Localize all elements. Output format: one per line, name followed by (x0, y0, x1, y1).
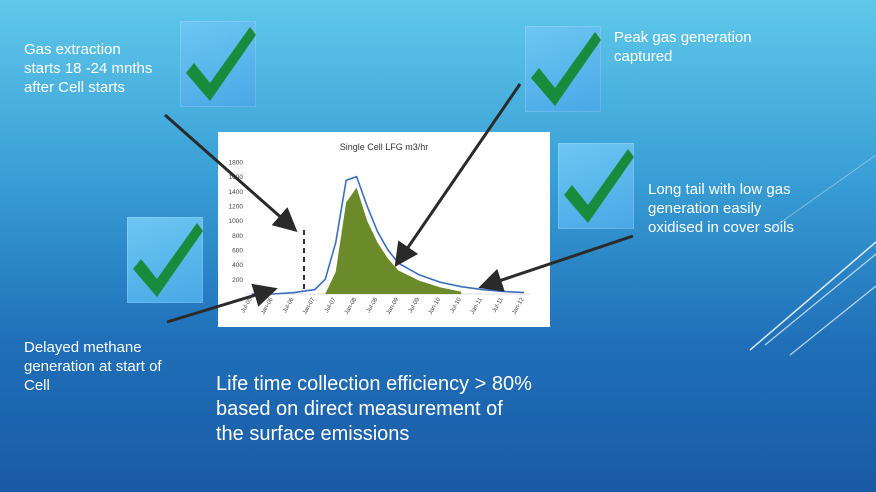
check-icon (186, 27, 256, 101)
arrow-peak (394, 83, 522, 267)
y-tick-label: 200 (232, 277, 243, 284)
y-tick-label: 400 (232, 262, 243, 269)
check-icon (564, 149, 634, 223)
check-tile-3 (558, 143, 634, 229)
captured-gas-area (325, 187, 462, 294)
collection-efficiency-text: Life time collection efficiency > 80% ba… (216, 373, 532, 445)
arrow-extraction (164, 113, 298, 232)
y-tick-label: 800 (232, 233, 243, 240)
y-tick-label: 600 (232, 248, 243, 255)
y-tick-label: 1000 (229, 218, 244, 225)
lfg-chart: Single Cell LFG m3/hr 200 400 600 800 1000 12… (229, 142, 530, 316)
check-tile-1 (180, 21, 256, 107)
check-tile-2 (525, 26, 601, 112)
callout-delayed-methane: Delayed methane generation at start of C… (24, 339, 162, 394)
arrow-long-tail (478, 234, 634, 292)
check-icon (531, 32, 601, 106)
check-tile-4 (127, 217, 203, 303)
y-tick-label: 1800 (229, 160, 244, 167)
y-tick-label: 1200 (229, 204, 244, 211)
callout-gas-extraction: Gas extraction starts 18 -24 mnths after… (24, 41, 153, 96)
callout-long-tail: Long tail with low gas generation easily… (648, 181, 794, 236)
arrow-delayed (166, 283, 278, 324)
check-icon (133, 223, 203, 297)
callout-peak-gas: Peak gas generation captured (614, 29, 752, 65)
chart-title: Single Cell LFG m3/hr (340, 142, 429, 152)
total-gas-line (252, 175, 525, 295)
y-tick-label: 1400 (229, 189, 244, 196)
